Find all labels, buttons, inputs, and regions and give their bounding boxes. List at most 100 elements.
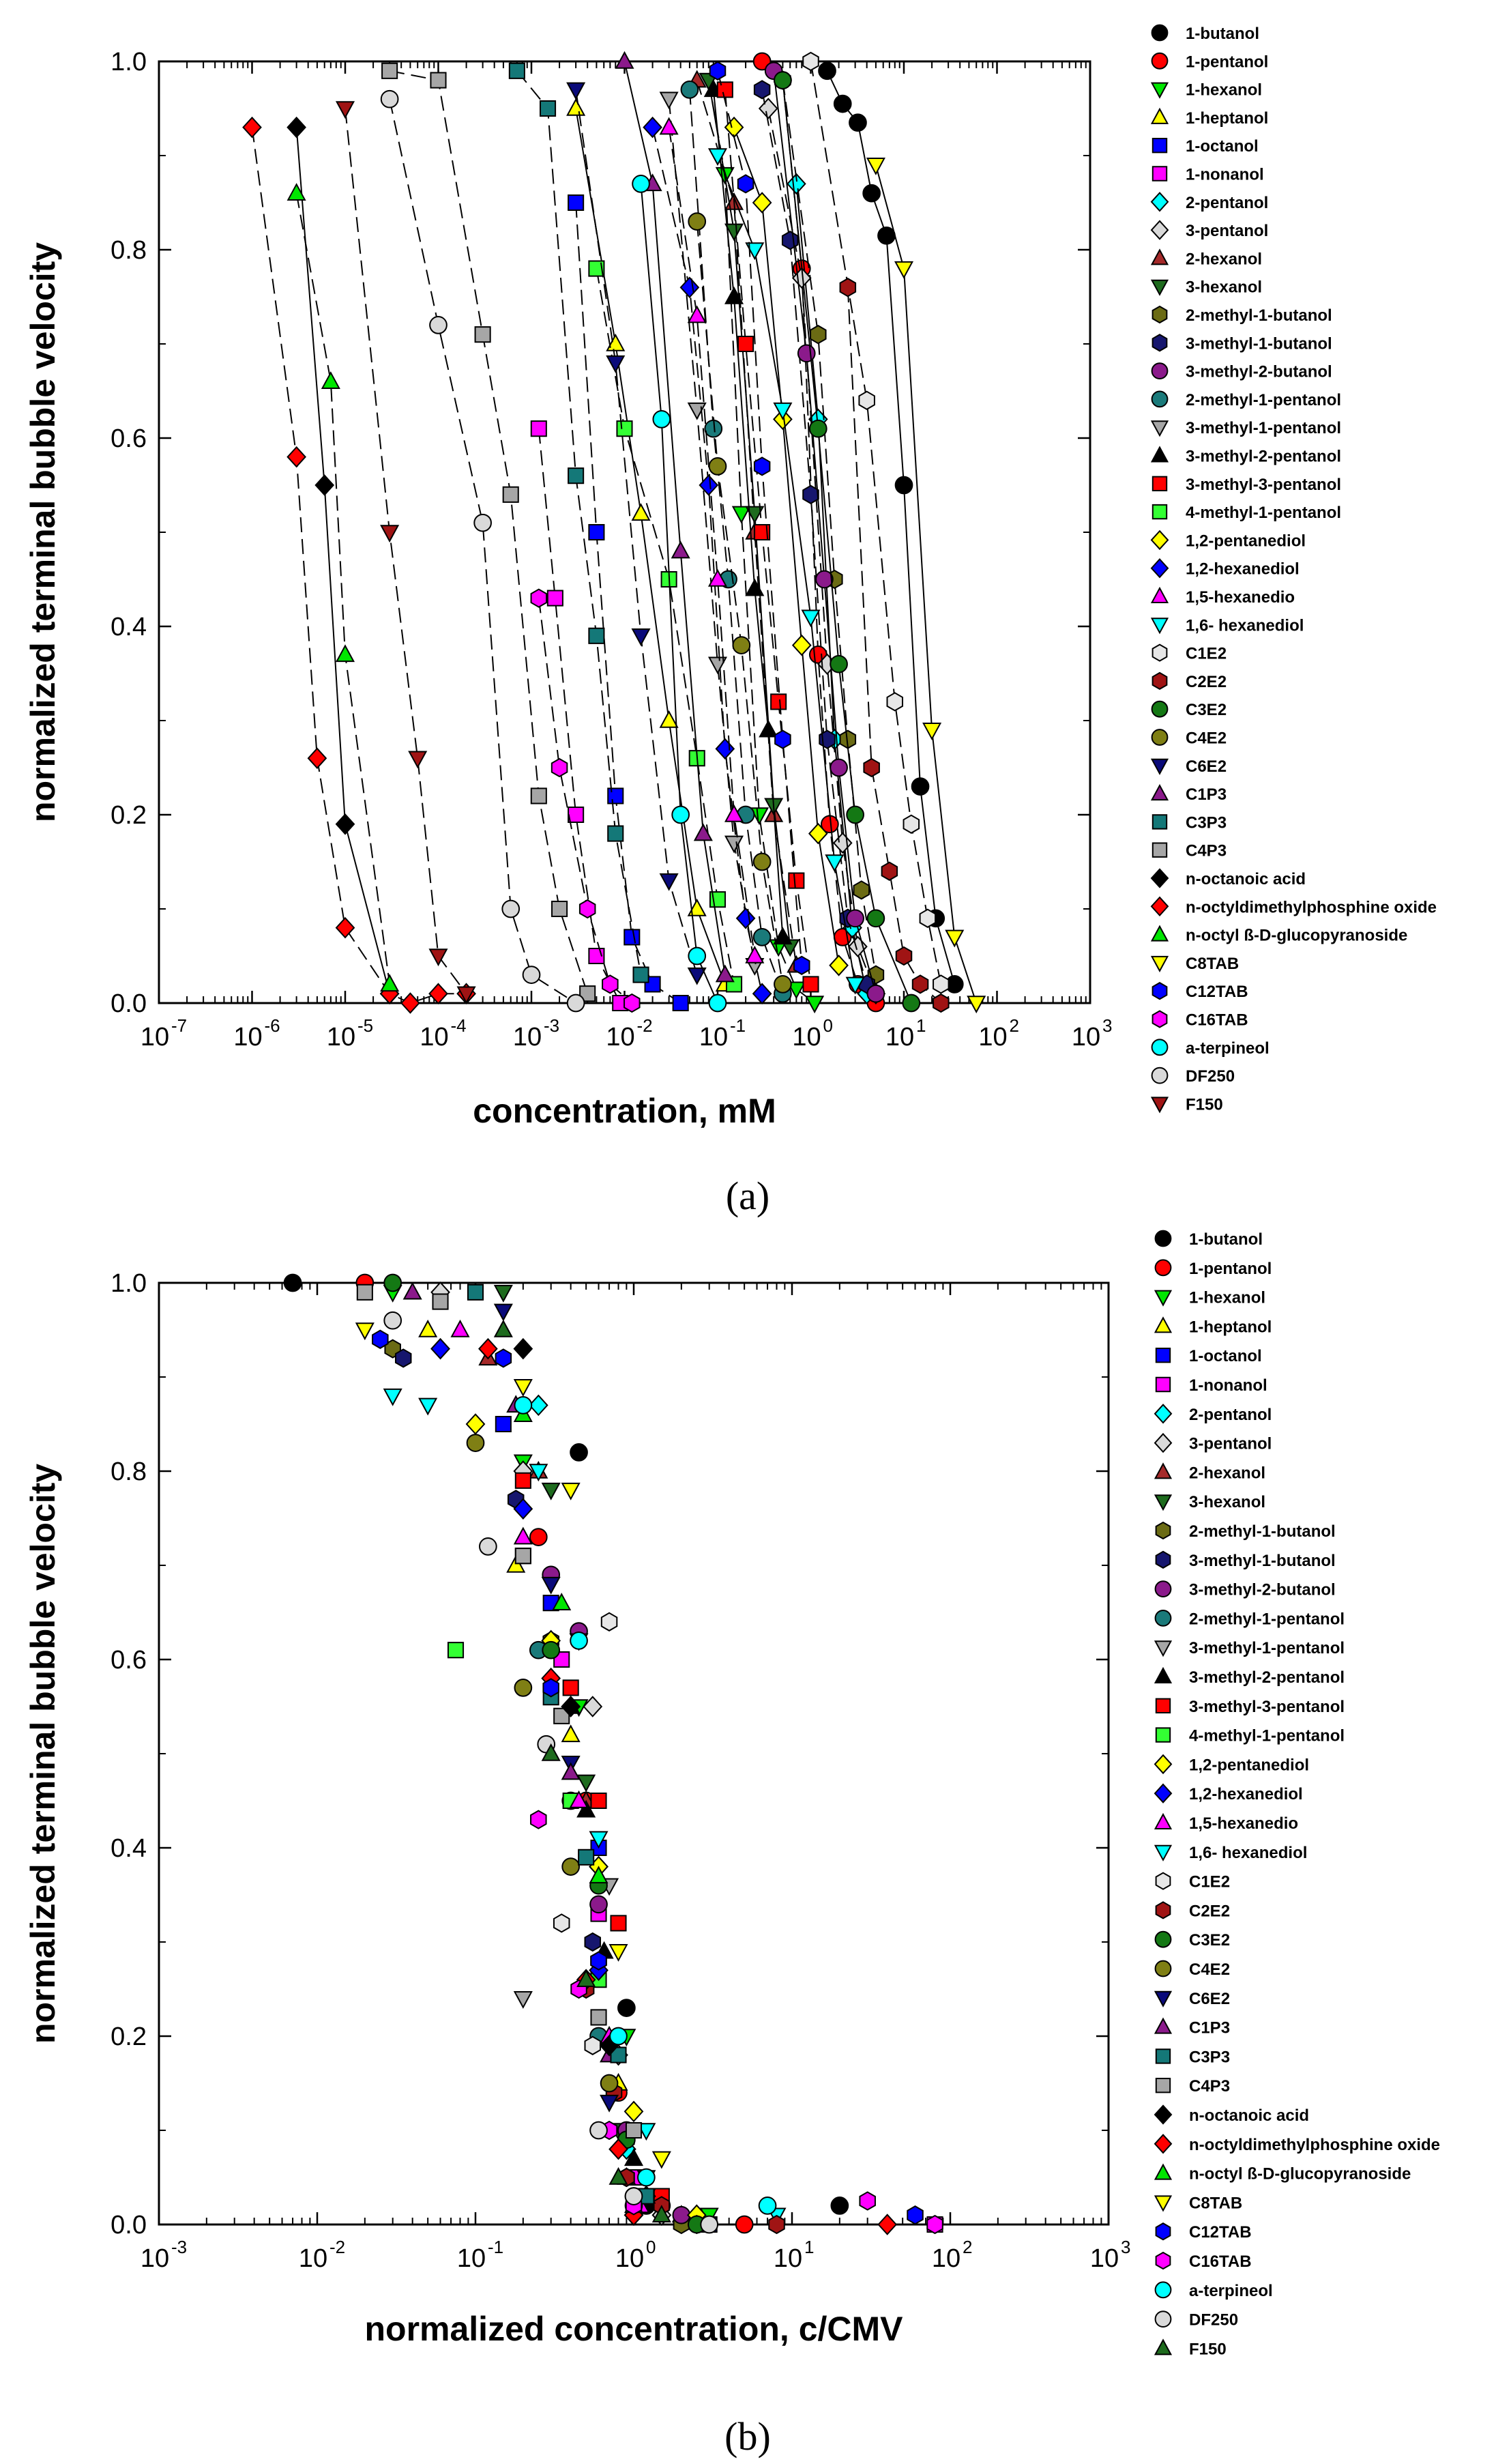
data-point — [688, 212, 707, 231]
data-point — [466, 1434, 485, 1452]
legend-label: C16TAB — [1186, 1011, 1248, 1030]
legend-label: 4-methyl-1-pentanol — [1186, 504, 1341, 522]
data-point — [551, 757, 568, 778]
series-c3e2 — [774, 71, 921, 1013]
legend-marker — [1154, 1754, 1173, 1775]
legend: 1-butanol 1-pentanol 1-hexanol 1-heptanol 1-… — [1150, 24, 1437, 1114]
data-point — [570, 1443, 588, 1462]
legend-marker — [1154, 1494, 1173, 1511]
y-tick-label: 0.0 — [111, 989, 147, 1018]
legend-label: C6E2 — [1189, 1990, 1230, 2008]
legend-label: C3E2 — [1189, 1931, 1230, 1950]
legend-label: 3-pentanol — [1189, 1435, 1272, 1453]
data-point — [589, 1866, 608, 1884]
x-tick-label: 10 — [699, 1023, 728, 1052]
data-point — [830, 654, 848, 673]
data-point — [609, 2027, 628, 2046]
legend-label: 3-methyl-2-pentanol — [1186, 448, 1341, 466]
series-a-terpineol — [632, 175, 727, 1013]
series-line — [575, 108, 726, 985]
data-point — [815, 570, 834, 589]
legend-marker — [1152, 982, 1168, 1000]
legend-label: 1,6- hexanediol — [1186, 616, 1304, 635]
legend-marker — [1154, 2338, 1173, 2356]
legend-marker — [1155, 1348, 1171, 1363]
legend-label: 3-hexanol — [1186, 278, 1262, 297]
x-tick-exponent: -7 — [171, 1015, 187, 1036]
legend-label: C3E2 — [1186, 701, 1227, 719]
caption-a: (a) — [726, 1174, 769, 1218]
data-point — [447, 1642, 465, 1659]
legend-marker — [1155, 1727, 1171, 1743]
data-point — [589, 2121, 608, 2140]
data-point — [383, 1388, 402, 1406]
y-tick-label: 0.4 — [111, 613, 147, 641]
legend-marker — [1154, 2104, 1173, 2125]
data-point — [478, 1337, 498, 1360]
data-point — [907, 2205, 924, 2225]
data-point — [400, 992, 420, 1014]
data-point — [754, 523, 771, 541]
legend-marker — [1150, 925, 1169, 942]
data-point — [615, 50, 634, 69]
data-point — [418, 1319, 438, 1337]
data-point — [672, 994, 689, 1012]
data-point — [608, 1944, 628, 1962]
data-point — [707, 148, 728, 166]
legend-label: 2-hexanol — [1186, 250, 1262, 268]
x-tick-exponent: 0 — [823, 1015, 833, 1036]
x-tick-exponent: -1 — [730, 1015, 746, 1036]
data-point — [699, 474, 719, 496]
data-point — [724, 804, 744, 822]
y-tick-label: 0.6 — [111, 424, 147, 453]
data-point — [467, 1284, 484, 1301]
data-point — [541, 1482, 561, 1501]
data-point — [858, 390, 875, 410]
data-point — [787, 981, 806, 1000]
data-point — [637, 2168, 656, 2187]
data-point — [671, 805, 690, 824]
x-tick-exponent: -6 — [265, 1015, 280, 1036]
x-tick-exponent: -2 — [329, 2237, 345, 2257]
x-tick-exponent: -3 — [544, 1015, 559, 1036]
data-point — [750, 807, 769, 826]
data-point — [501, 899, 520, 918]
data-point — [568, 194, 585, 212]
data-point — [283, 1273, 302, 1292]
legend-label: C12TAB — [1189, 2223, 1252, 2242]
data-point — [321, 371, 340, 389]
legend-label: C4E2 — [1189, 1960, 1230, 1979]
legend-marker — [1152, 138, 1168, 154]
legend-marker — [1150, 896, 1169, 916]
data-point — [708, 457, 727, 476]
data-point — [902, 994, 921, 1013]
series-line — [773, 70, 877, 994]
data-point — [745, 578, 765, 596]
data-point — [606, 355, 626, 373]
data-point — [542, 1678, 559, 1698]
data-point — [530, 787, 547, 805]
legend-label: C6E2 — [1186, 757, 1227, 776]
legend-label: C2E2 — [1189, 1902, 1230, 1920]
y-tick-label: 0.4 — [111, 1834, 147, 1863]
data-point — [566, 82, 586, 100]
data-point — [894, 261, 914, 279]
legend-marker — [1155, 1376, 1171, 1393]
data-point — [818, 61, 836, 81]
x-axis-title: concentration, mM — [473, 1092, 776, 1130]
legend-marker — [1150, 868, 1169, 888]
series-f150 — [335, 101, 476, 1004]
data-point — [456, 986, 476, 1004]
data-point — [522, 966, 541, 984]
data-point — [502, 486, 519, 503]
data-point — [381, 62, 398, 79]
legend-label: 3-methyl-2-butanol — [1189, 1581, 1336, 1599]
data-point — [845, 976, 865, 995]
series-line — [251, 127, 467, 1004]
data-point — [849, 113, 867, 132]
caption-b: (b) — [724, 2414, 771, 2459]
legend-marker — [1150, 220, 1169, 240]
x-tick-exponent: 2 — [1010, 1015, 1019, 1036]
legend-label: 3-pentanol — [1186, 222, 1268, 240]
data-point — [773, 927, 793, 945]
